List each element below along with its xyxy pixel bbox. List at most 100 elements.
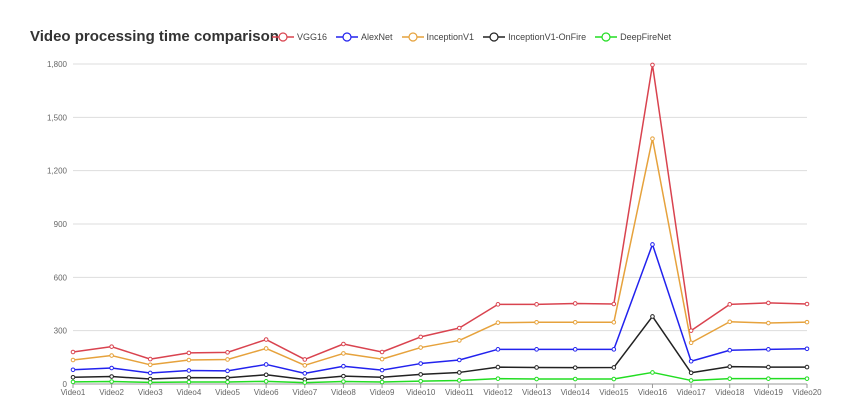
legend-item-vgg16[interactable]: VGG16	[272, 31, 327, 43]
data-point-vgg16	[457, 325, 462, 331]
legend-item-alexnet[interactable]: AlexNet	[336, 31, 393, 43]
data-point-inceptionv1	[418, 345, 423, 350]
data-point-vgg16	[302, 357, 308, 362]
x-tick-label: Video8	[331, 388, 356, 397]
data-point-vgg16	[341, 341, 346, 347]
legend-swatch-icon	[483, 32, 506, 42]
data-point-inceptionv1	[727, 319, 733, 325]
x-tick-label: Video1	[61, 388, 86, 397]
data-point-deepfirenet	[302, 380, 308, 385]
data-point-alexnet	[186, 368, 192, 373]
data-point-vgg16	[534, 302, 539, 307]
data-point-deepfirenet	[418, 378, 423, 384]
series-line-inceptionv1-onfire	[72, 315, 807, 381]
data-point-alexnet	[457, 357, 462, 363]
x-tick-label: Video9	[370, 388, 395, 397]
data-point-vgg16	[186, 350, 192, 356]
data-point-deepfirenet	[379, 379, 385, 385]
data-point-inceptionv1-onfire	[804, 364, 810, 370]
legend-item-inceptionv1-onfire[interactable]: InceptionV1-OnFire	[483, 31, 586, 43]
data-point-vgg16	[650, 62, 655, 68]
x-tick-label: Video2	[99, 388, 124, 397]
data-point-inceptionv1-onfire	[727, 364, 733, 369]
data-point-inceptionv1	[70, 357, 76, 363]
data-point-inceptionv1	[457, 338, 462, 343]
data-point-vgg16	[688, 328, 694, 333]
legend-swatch-icon	[336, 32, 359, 42]
data-point-inceptionv1	[495, 320, 501, 325]
legend-label: DeepFireNet	[620, 32, 672, 42]
x-tick-label: Video14	[561, 388, 591, 397]
data-point-inceptionv1	[186, 357, 192, 363]
legend-swatch-icon	[401, 32, 424, 42]
x-tick-label: Video3	[138, 388, 163, 397]
x-tick-label: Video16	[638, 388, 668, 397]
data-point-alexnet	[572, 347, 578, 352]
x-tick-label: Video7	[292, 388, 317, 397]
data-point-inceptionv1	[766, 320, 771, 326]
data-point-alexnet	[727, 347, 733, 353]
data-point-inceptionv1	[225, 357, 230, 362]
legend-item-deepfirenet[interactable]: DeepFireNet	[595, 31, 671, 43]
data-point-deepfirenet	[534, 376, 539, 382]
data-point-alexnet	[804, 346, 810, 352]
series-line-vgg16	[72, 64, 808, 361]
legend-item-inceptionv1[interactable]: InceptionV1	[401, 31, 474, 43]
data-point-inceptionv1-onfire	[418, 372, 423, 377]
data-point-vgg16	[766, 300, 771, 306]
x-tick-label: Video20	[792, 388, 822, 397]
legend: VGG16 AlexNet InceptionV1 InceptionV1-OnFir…	[272, 30, 680, 44]
y-tick-label: 0	[63, 380, 68, 389]
data-point-alexnet	[302, 371, 308, 376]
x-tick-label: Video5	[215, 388, 240, 397]
data-point-vgg16	[611, 301, 617, 307]
data-point-inceptionv1	[611, 320, 617, 325]
x-tick-label: Video6	[254, 388, 279, 397]
data-point-vgg16	[109, 344, 114, 349]
data-point-alexnet	[225, 368, 230, 374]
data-point-deepfirenet	[341, 379, 346, 384]
legend-label: VGG16	[297, 32, 328, 42]
data-point-deepfirenet	[457, 378, 462, 383]
data-point-vgg16	[418, 334, 423, 340]
legend-label: AlexNet	[361, 32, 393, 42]
data-point-alexnet	[147, 370, 153, 376]
data-point-deepfirenet	[611, 376, 617, 382]
data-point-inceptionv1-onfire	[495, 364, 501, 370]
x-tick-label: Video19	[754, 388, 784, 397]
data-point-inceptionv1	[804, 319, 810, 325]
data-point-inceptionv1	[688, 340, 694, 346]
data-point-deepfirenet	[495, 376, 501, 381]
data-point-vgg16	[263, 337, 269, 342]
data-point-vgg16	[727, 302, 733, 307]
y-tick-label: 900	[54, 220, 68, 229]
data-point-deepfirenet	[650, 370, 655, 375]
data-point-inceptionv1-onfire	[379, 374, 385, 380]
data-point-inceptionv1-onfire	[766, 364, 771, 370]
data-point-inceptionv1-onfire	[650, 314, 655, 319]
x-tick-label: Video18	[715, 388, 745, 397]
x-tick-label: Video4	[177, 388, 202, 397]
data-point-deepfirenet	[572, 376, 578, 382]
data-point-deepfirenet	[263, 379, 269, 384]
data-point-alexnet	[650, 242, 655, 247]
data-point-inceptionv1-onfire	[225, 375, 230, 381]
data-point-inceptionv1-onfire	[572, 365, 578, 370]
y-tick-label: 600	[54, 273, 68, 282]
legend-swatch-icon	[272, 32, 294, 42]
data-point-inceptionv1	[572, 320, 578, 325]
x-tick-label: Video17	[676, 388, 706, 397]
data-point-vgg16	[225, 350, 230, 355]
y-tick-label: 1,200	[47, 167, 68, 176]
data-point-vgg16	[572, 301, 578, 306]
data-point-alexnet	[70, 367, 76, 373]
data-point-alexnet	[109, 365, 114, 371]
data-point-vgg16	[495, 302, 501, 307]
data-point-deepfirenet	[727, 376, 733, 381]
x-tick-label: Video11	[445, 388, 474, 397]
data-point-deepfirenet	[109, 379, 114, 384]
data-point-inceptionv1	[650, 136, 655, 141]
data-point-inceptionv1-onfire	[263, 372, 269, 378]
data-point-deepfirenet	[225, 379, 230, 385]
